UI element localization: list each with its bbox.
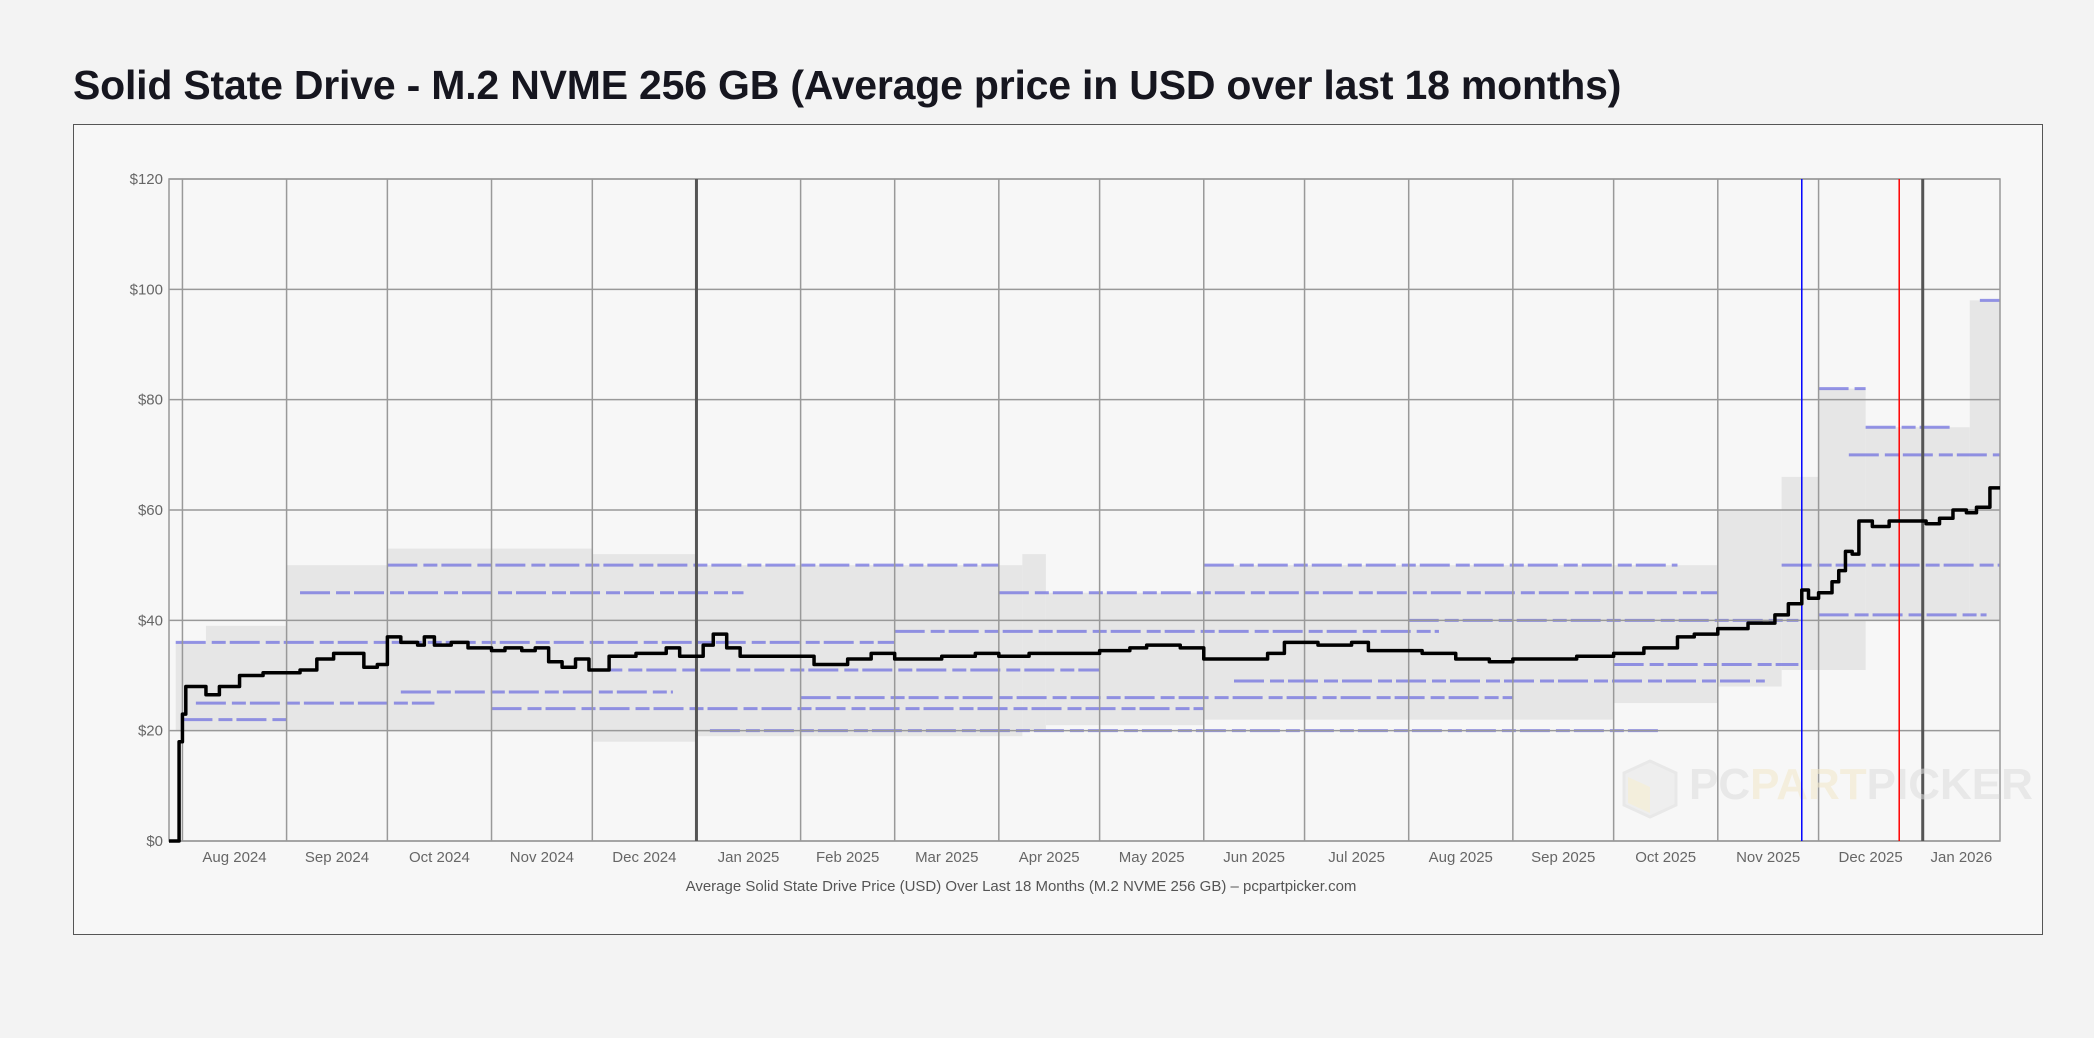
y-tick-label: $80 xyxy=(138,392,163,409)
range-band xyxy=(1022,554,1046,731)
x-tick-label: Aug 2024 xyxy=(202,849,266,866)
y-tick-label: $120 xyxy=(130,171,163,188)
range-band xyxy=(1045,592,1204,726)
x-tick-label: Mar 2025 xyxy=(915,849,978,866)
range-band xyxy=(387,548,593,731)
range-band xyxy=(1865,427,1970,621)
range-band xyxy=(1717,510,1782,687)
y-tick-label: $40 xyxy=(138,612,163,629)
x-tick-label: Dec 2025 xyxy=(1839,849,1903,866)
price-history-chart: PCPARTPICKER $0 $20 $40 $60 $80 $100 $120 Aug … xyxy=(130,171,2033,895)
y-axis-ticks: $0 $20 $40 $60 $80 $100 $120 xyxy=(130,171,163,850)
y-tick-label: $20 xyxy=(138,723,163,740)
x-tick-label: Feb 2025 xyxy=(816,849,879,866)
pcpartpicker-logo-icon xyxy=(1622,759,1678,819)
x-tick-label: Jul 2025 xyxy=(1328,849,1385,866)
chart-caption: Average Solid State Drive Price (USD) Ov… xyxy=(686,878,1357,895)
x-tick-label: Jan 2025 xyxy=(718,849,780,866)
page-title: Solid State Drive - M.2 NVME 256 GB (Ave… xyxy=(73,62,1622,108)
x-axis-ticks: Aug 2024 Sep 2024 Oct 2024 Nov 2024 Dec 2024… xyxy=(202,849,1992,866)
x-tick-label: Nov 2024 xyxy=(510,849,574,866)
x-tick-label: Oct 2024 xyxy=(409,849,470,866)
x-tick-label: Aug 2025 xyxy=(1429,849,1493,866)
average-price-line xyxy=(169,486,2000,843)
x-tick-label: Sep 2025 xyxy=(1531,849,1595,866)
range-band xyxy=(1781,476,1819,670)
range-band xyxy=(1969,300,2000,621)
chart-container: PCPARTPICKER $0 $20 $40 $60 $80 $100 $120 Aug … xyxy=(73,124,2043,935)
average-price-path xyxy=(169,486,2000,843)
reference-lines xyxy=(1801,179,1900,841)
price-range-band xyxy=(175,300,2000,742)
x-tick-label: Dec 2024 xyxy=(612,849,676,866)
x-tick-label: May 2025 xyxy=(1119,849,1185,866)
gridlines xyxy=(168,178,2001,842)
y-tick-label: $60 xyxy=(138,502,163,519)
x-tick-label: Sep 2024 xyxy=(305,849,369,866)
y-tick-label: $100 xyxy=(130,281,163,298)
range-band xyxy=(286,565,388,731)
y-tick-label: $0 xyxy=(146,833,163,850)
x-tick-label: Jan 2026 xyxy=(1930,849,1992,866)
range-band xyxy=(696,565,1023,737)
svg-text:PCPARTPICKER: PCPARTPICKER xyxy=(1689,760,2033,809)
x-tick-label: Nov 2025 xyxy=(1736,849,1800,866)
pcpartpicker-watermark: PCPARTPICKER xyxy=(1622,759,2033,819)
x-tick-label: Jun 2025 xyxy=(1223,849,1285,866)
x-tick-label: Apr 2025 xyxy=(1019,849,1080,866)
x-tick-label: Oct 2025 xyxy=(1635,849,1696,866)
